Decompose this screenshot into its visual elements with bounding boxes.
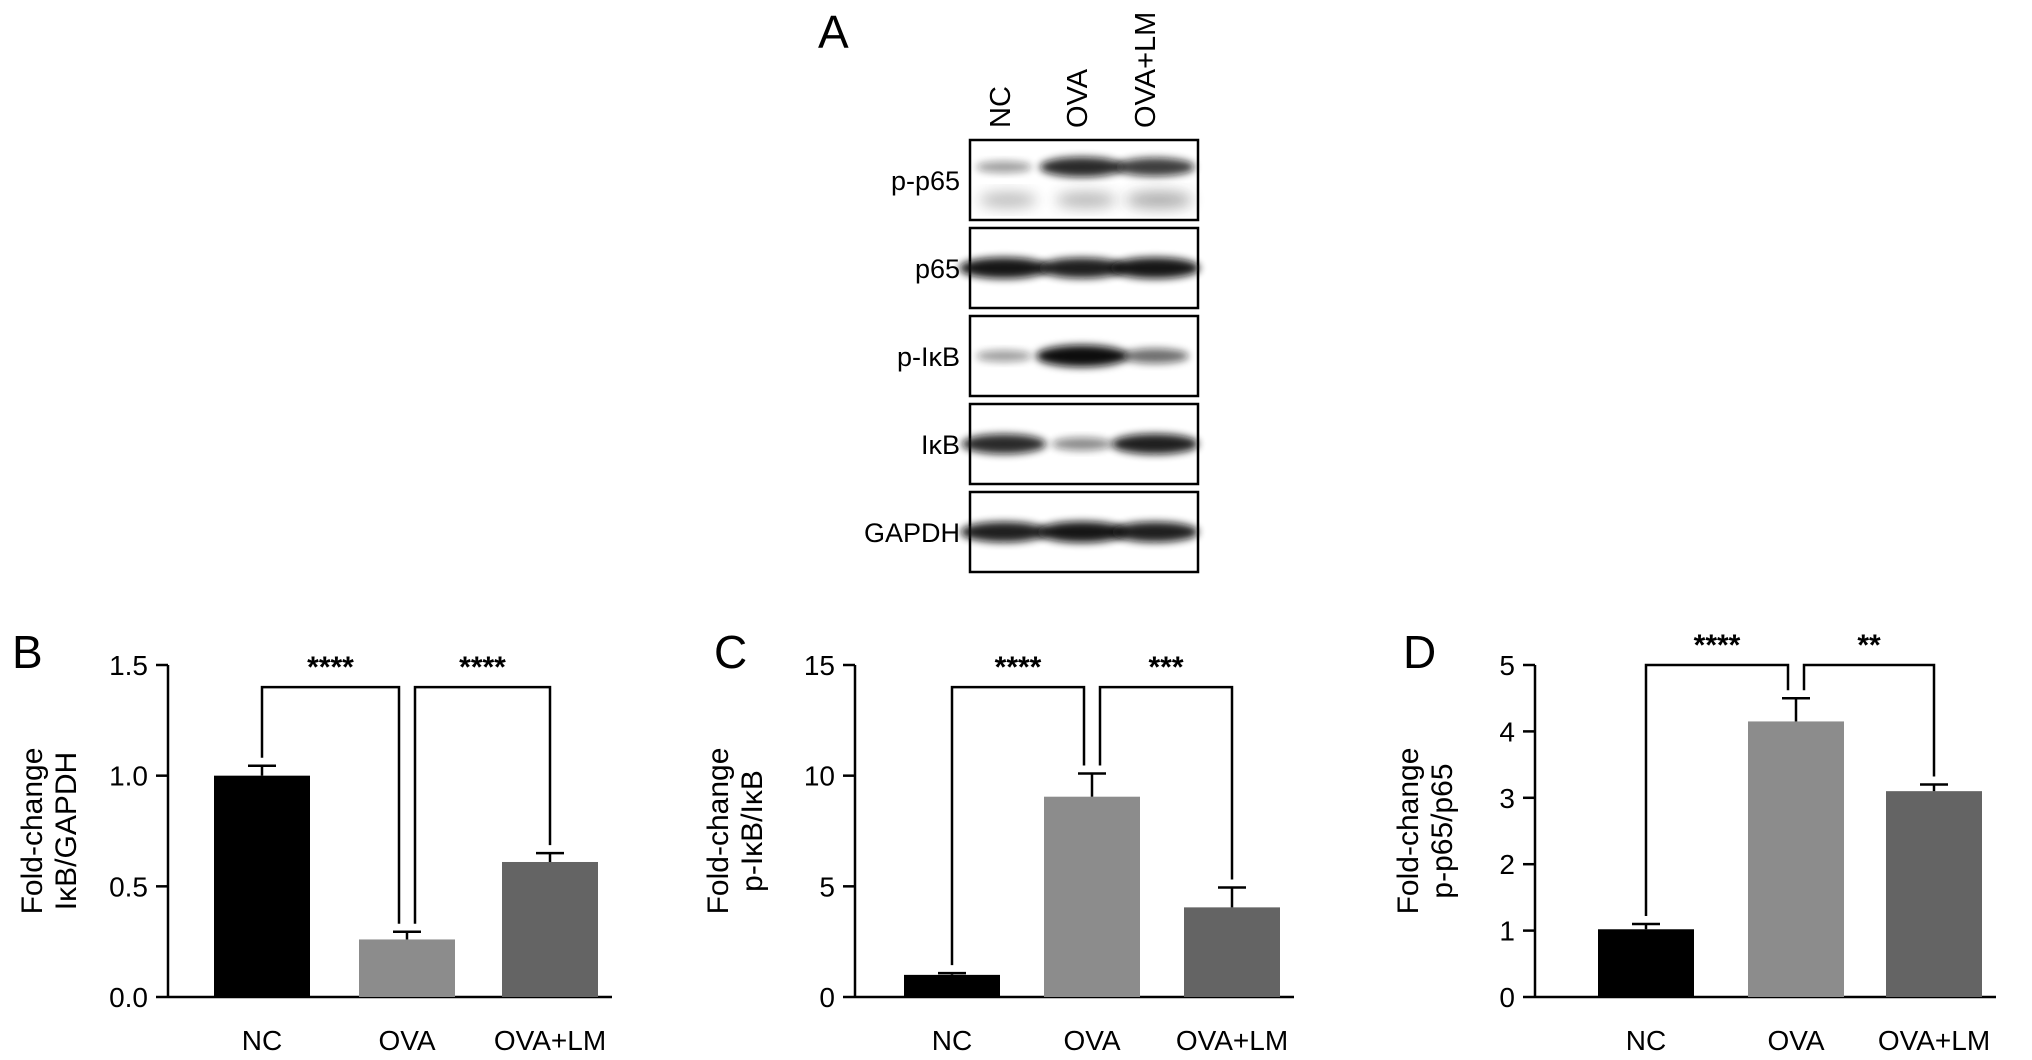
category-label: OVA	[1767, 1025, 1824, 1056]
y-tick-label: 3	[1499, 783, 1515, 814]
bar-nc	[904, 974, 1000, 997]
blot-1: p65	[915, 226, 1200, 310]
significance-label: ****	[995, 651, 1042, 684]
blot-strips: p-p65 p65 p-IκB IκB GAPDH	[864, 138, 1200, 574]
y-axis-title-line2: IκB/GAPDH	[50, 752, 83, 910]
blot-band	[976, 350, 1032, 362]
lane-labels: NC OVA OVA+LM	[985, 12, 1162, 128]
blot-band	[1036, 345, 1128, 367]
y-tick-label: 1	[1499, 916, 1515, 947]
significance-label: ****	[307, 651, 354, 684]
category-label: NC	[932, 1025, 972, 1056]
significance-label: ****	[1694, 629, 1741, 662]
y-tick-label: 5	[1499, 650, 1515, 681]
y-tick-label: 1.0	[109, 761, 148, 792]
y-tick-label: 2	[1499, 849, 1515, 880]
blot-band-lower	[1125, 191, 1193, 209]
category-label: OVA+LM	[1176, 1025, 1288, 1056]
category-label: OVA	[378, 1025, 435, 1056]
blot-band	[1115, 157, 1195, 177]
blot-band	[1038, 257, 1126, 279]
blot-band	[1039, 157, 1125, 177]
category-label: NC	[242, 1025, 282, 1056]
significance-bracket	[950, 685, 1086, 966]
panel-letter: C	[714, 626, 747, 678]
bar-nc	[214, 775, 310, 997]
y-tick-label: 0	[1499, 982, 1515, 1013]
y-axis-title-line1: Fold-change	[702, 748, 735, 915]
blot-band	[1037, 521, 1127, 543]
bar-ova-lm	[502, 861, 598, 997]
category-label: OVA+LM	[494, 1025, 606, 1056]
y-tick-label: 15	[804, 650, 835, 681]
panel-letter: D	[1403, 626, 1436, 678]
significance-bracket	[1098, 685, 1234, 880]
significance-label: ****	[459, 651, 506, 684]
bar-nc	[1598, 929, 1694, 997]
bar-ova	[359, 939, 455, 997]
lane-label-2: OVA+LM	[1130, 12, 1162, 128]
category-label: OVA	[1063, 1025, 1120, 1056]
blot-band	[976, 161, 1032, 173]
lane-label-0: NC	[985, 86, 1017, 128]
panel-letter-a: A	[818, 6, 849, 58]
significance-bracket	[260, 685, 401, 924]
blot-band	[1121, 348, 1189, 364]
blot-label: p-p65	[891, 166, 960, 196]
blot-label: IκB	[921, 430, 960, 460]
significance-bracket	[1802, 663, 1936, 777]
bar-ova	[1748, 721, 1844, 997]
category-label: OVA+LM	[1878, 1025, 1990, 1056]
y-axis-title-line1: Fold-change	[16, 748, 49, 915]
blot-label: p65	[915, 254, 960, 284]
blot-band	[1051, 437, 1113, 451]
category-label: NC	[1626, 1025, 1666, 1056]
chart-panel-c: C Fold-change p-IκB/IκB 0 5 10 15 NC OVA OVA+LM **…	[702, 626, 1294, 1056]
blot-band	[1111, 433, 1199, 455]
y-axis-title-line2: p-IκB/IκB	[736, 770, 769, 892]
blot-band	[1111, 521, 1199, 543]
y-tick-label: 1.5	[109, 650, 148, 681]
bar-ova-lm	[1184, 907, 1280, 997]
blot-band	[960, 521, 1048, 543]
lane-label-1: OVA	[1062, 68, 1094, 128]
blot-label: GAPDH	[864, 518, 960, 548]
blot-3: IκB	[921, 402, 1200, 486]
y-tick-label: 10	[804, 761, 835, 792]
blot-band	[1110, 257, 1200, 279]
significance-label: **	[1857, 629, 1881, 662]
blot-band	[959, 257, 1049, 279]
chart-panel-d: D Fold-change p-p65/p65 0 1 2 3 4 5 NC OVA OVA+LM **…	[1392, 626, 1996, 1056]
y-axis-title-line2: p-p65/p65	[1426, 763, 1459, 898]
panel-letter: B	[12, 626, 43, 678]
y-tick-label: 4	[1499, 716, 1515, 747]
y-tick-label: 0	[819, 982, 835, 1013]
blot-band-lower	[979, 192, 1037, 208]
blot-2: p-IκB	[897, 314, 1200, 398]
y-tick-label: 0.5	[109, 871, 148, 902]
panel-a-western-blot: A NC OVA OVA+LM p-p65 p65 p-IκB IκB GAPDH	[818, 6, 1200, 574]
significance-bracket	[1644, 663, 1790, 916]
significance-bracket	[413, 685, 552, 924]
chart-panel-b: B Fold-change IκB/GAPDH 0.0 0.5 1.0 1.5 NC OVA OV…	[12, 626, 612, 1056]
blot-4: GAPDH	[864, 490, 1200, 574]
y-tick-label: 0.0	[109, 982, 148, 1013]
blot-label: p-IκB	[897, 342, 960, 372]
significance-label: ***	[1148, 651, 1183, 684]
y-axis-title-line1: Fold-change	[1392, 748, 1425, 915]
blot-band-lower	[1055, 191, 1117, 209]
blot-0: p-p65	[891, 138, 1200, 222]
y-tick-label: 5	[819, 871, 835, 902]
blot-band	[961, 434, 1047, 454]
bar-ova-lm	[1886, 791, 1982, 997]
bar-ova	[1044, 796, 1140, 997]
